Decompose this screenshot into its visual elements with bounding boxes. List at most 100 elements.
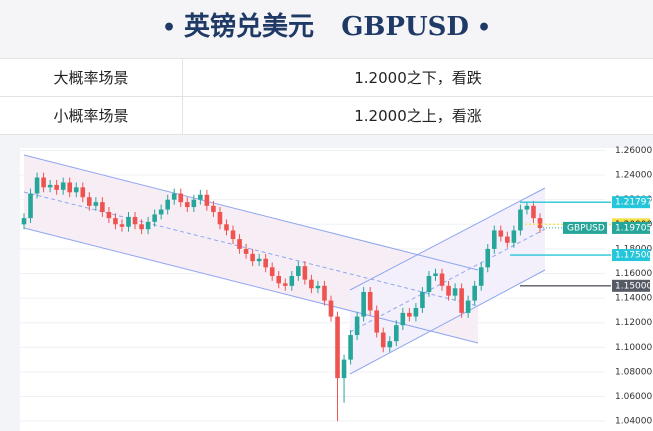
- candle-body: [531, 205, 536, 219]
- candle-body: [485, 248, 491, 268]
- candle-body: [145, 221, 151, 230]
- candle-body: [387, 341, 393, 348]
- candle-body: [472, 285, 477, 301]
- candle-body: [60, 182, 66, 190]
- candle-body: [315, 285, 321, 289]
- candle-body: [21, 218, 27, 225]
- candle-body: [250, 253, 255, 262]
- y-tick-label: 1.06000: [615, 392, 652, 402]
- candle-body: [80, 187, 86, 198]
- candle-body: [302, 266, 308, 280]
- candle-body: [491, 230, 497, 249]
- candle-body: [354, 316, 360, 336]
- candle-body: [100, 202, 105, 212]
- candle-body: [230, 230, 236, 240]
- candle-body: [459, 288, 464, 313]
- candle-body: [498, 230, 504, 237]
- candle-body: [165, 199, 170, 210]
- level-box: [612, 196, 650, 209]
- candle-body: [204, 194, 210, 206]
- cell: 小概率场景: [0, 96, 183, 135]
- candle-body: [119, 224, 125, 227]
- current-name-box: [563, 221, 607, 234]
- scenario-table: 大概率场景 1.2000之下，看跌 小概率场景 1.2000之上，看涨: [0, 58, 653, 135]
- candle-body: [322, 285, 327, 301]
- candle-body: [394, 325, 399, 342]
- candle-body: [282, 283, 288, 286]
- candle-body: [171, 193, 177, 200]
- level-box: [612, 279, 650, 292]
- y-tick-label: 1.14000: [615, 294, 652, 304]
- candle-body: [328, 300, 334, 317]
- candle-body: [348, 335, 353, 360]
- y-tick-label: 1.12000: [615, 318, 652, 328]
- level-box: [612, 249, 650, 262]
- candle-body: [158, 209, 164, 215]
- candle-body: [54, 184, 59, 190]
- candle-body: [93, 202, 99, 206]
- candle-body: [224, 224, 229, 231]
- candle-body: [139, 224, 144, 230]
- title-en: GBPUSD: [341, 12, 469, 42]
- candle-body: [243, 248, 249, 254]
- title-cn: 英镑兑美元: [184, 12, 315, 42]
- candle-body: [184, 202, 190, 208]
- level-label: 1.15000: [615, 281, 652, 291]
- candle-body: [106, 211, 112, 219]
- candle-body: [335, 316, 340, 379]
- candle-body: [400, 312, 406, 326]
- candle-body: [341, 359, 347, 379]
- candle-body: [256, 258, 262, 262]
- candle-body: [518, 209, 523, 231]
- candle-body: [361, 291, 366, 317]
- candle-body: [505, 236, 510, 243]
- candle-body: [178, 193, 184, 203]
- candle-body: [263, 258, 268, 268]
- candle-body: [452, 288, 458, 296]
- candle-body: [126, 216, 131, 227]
- candle-body: [380, 332, 386, 348]
- y-tick-label: 1.04000: [615, 417, 652, 427]
- y-tick-label: 1.08000: [615, 367, 652, 377]
- candle-body: [374, 310, 380, 333]
- level-label: 1.17500: [615, 251, 652, 261]
- current-box: [612, 221, 650, 234]
- candle-body: [511, 230, 517, 243]
- candle-body: [420, 291, 425, 308]
- candle-body: [439, 273, 445, 286]
- candle-body: [152, 214, 157, 222]
- candle-body: [524, 205, 530, 210]
- candle-body: [34, 177, 40, 194]
- y-tick-label: 1.24000: [615, 171, 652, 181]
- candle-body: [28, 193, 33, 219]
- candle-body: [296, 266, 301, 276]
- current-name: GBPUSD: [567, 223, 605, 233]
- y-tick-label: 1.10000: [615, 343, 652, 353]
- candle-body: [289, 275, 295, 286]
- candle-body: [87, 197, 92, 206]
- candle-body: [407, 312, 412, 317]
- candle-body: [478, 267, 484, 286]
- candle-body: [211, 205, 216, 212]
- candle-body: [413, 307, 419, 317]
- y-tick-label: 1.26000: [615, 146, 652, 156]
- candle-body: [198, 194, 203, 200]
- current-label: 1.19705: [615, 223, 652, 233]
- candle-body: [465, 300, 471, 313]
- level-label: 1.21797: [615, 198, 652, 208]
- candle-body: [537, 218, 543, 228]
- candle-body: [367, 291, 373, 311]
- candle-body: [446, 285, 451, 296]
- candle-body: [132, 216, 138, 225]
- candle-body: [426, 275, 432, 292]
- candle-body: [433, 273, 438, 276]
- candle-body: [67, 182, 73, 193]
- candle-body: [276, 275, 282, 284]
- header: • 英镑兑美元 GBPUSD •: [0, 0, 653, 58]
- candle-body: [217, 211, 223, 225]
- candle-body: [41, 177, 46, 188]
- y-tick-label: 1.16000: [615, 269, 652, 279]
- candle-body: [113, 218, 118, 225]
